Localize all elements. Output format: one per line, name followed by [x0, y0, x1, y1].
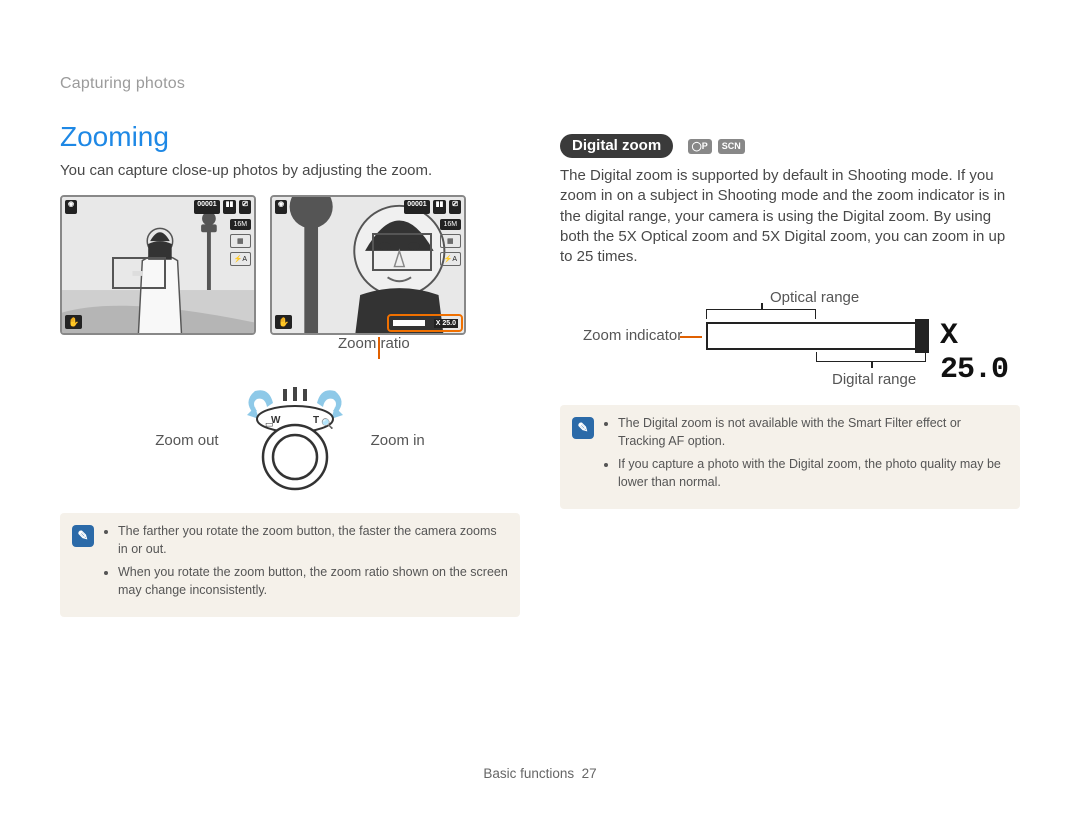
zoom-dial-icon: W T ▭ 🔍: [235, 385, 355, 495]
side-icons: 16M ▦ ⚡A: [440, 219, 461, 266]
intro-text: You can capture close-up photos by adjus…: [60, 161, 520, 181]
counter: 00001: [404, 200, 429, 214]
zoom-out-label: Zoom out: [155, 432, 218, 449]
side-icons: 16M ▦ ⚡A: [230, 219, 251, 266]
optical-range-label: Optical range: [770, 289, 859, 306]
leader-line: [680, 336, 702, 338]
dial-t-label: T: [313, 415, 319, 426]
zoom-ratio-label: Zoom ratio: [338, 335, 410, 352]
right-column: Digital zoom ◯P SCN The Digital zoom is …: [560, 75, 1020, 617]
card-icon: ⎚: [449, 200, 461, 214]
preview-screen-wide: ◉ 00001 ▮▮ ⎚ 16M ▦ ⚡A ✋: [60, 195, 256, 335]
left-column: Capturing photos Zooming You can capture…: [60, 75, 520, 617]
optical-bracket: [706, 309, 816, 319]
note-item: When you rotate the zoom button, the zoo…: [118, 564, 508, 599]
svg-text:▭: ▭: [265, 419, 274, 429]
note-icon: ✎: [572, 417, 594, 439]
digital-zoom-pill: Digital zoom: [560, 134, 673, 158]
note-item: The farther you rotate the zoom button, …: [118, 523, 508, 558]
counter: 00001: [194, 200, 219, 214]
footer-page: 27: [582, 766, 597, 781]
flash-icon: ⚡A: [440, 252, 461, 266]
battery-icon: ▮▮: [433, 200, 447, 214]
digital-bracket: [816, 352, 926, 362]
breadcrumb: Capturing photos: [60, 75, 520, 93]
zoom-indicator-label: Zoom indicator: [583, 327, 682, 344]
screen-topbar: ◉ 00001 ▮▮ ⎚: [65, 200, 251, 214]
screen-topbar: ◉ 00001 ▮▮ ⎚: [275, 200, 461, 214]
note-icon: ✎: [72, 525, 94, 547]
stabilizer-icon: ✋: [275, 315, 292, 329]
mode-chip: ◯P: [688, 139, 712, 154]
quality-icon: ▦: [230, 234, 251, 248]
note-item: The Digital zoom is not available with t…: [618, 415, 1008, 450]
zoom-ratio-highlight: X 25.0: [387, 314, 463, 332]
zoom-indicator-diagram: Optical range Zoom indicator X 25.0 Digi…: [560, 289, 1020, 399]
note-list-left: The farther you rotate the zoom button, …: [104, 523, 508, 605]
preview-screen-zoomed: ◉ 00001 ▮▮ ⎚ 16M ▦ ⚡A ✋ X 25.0: [270, 195, 466, 335]
indicator-grip: [915, 319, 929, 353]
flash-icon: ⚡A: [230, 252, 251, 266]
stabilizer-icon: ✋: [65, 315, 82, 329]
zoom-value-chip: X 25.0: [434, 319, 458, 328]
zoom-in-label: Zoom in: [371, 432, 425, 449]
camera-icon: ◉: [65, 200, 77, 214]
quality-icon: ▦: [440, 234, 461, 248]
mode-chip: SCN: [718, 139, 745, 154]
page-heading: Zooming: [60, 121, 520, 153]
focus-rect: [372, 233, 432, 271]
size-chip: 16M: [230, 219, 251, 230]
svg-text:🔍: 🔍: [321, 417, 333, 430]
preview-screens: ◉ 00001 ▮▮ ⎚ 16M ▦ ⚡A ✋: [60, 195, 520, 335]
note-list-right: The Digital zoom is not available with t…: [604, 415, 1008, 497]
digital-zoom-body: The Digital zoom is supported by default…: [560, 166, 1020, 267]
zoom-value: X 25.0: [940, 319, 1020, 387]
size-chip: 16M: [440, 219, 461, 230]
zoom-dial-diagram: Zoom out W T ▭ 🔍: [60, 385, 520, 495]
note-box-right: ✎ The Digital zoom is not available with…: [560, 405, 1020, 509]
page-footer: Basic functions 27: [0, 766, 1080, 781]
note-box-left: ✎ The farther you rotate the zoom button…: [60, 513, 520, 617]
footer-section: Basic functions: [483, 766, 574, 781]
battery-icon: ▮▮: [223, 200, 237, 214]
note-item: If you capture a photo with the Digital …: [618, 456, 1008, 491]
card-icon: ⎚: [239, 200, 251, 214]
indicator-bar: [706, 322, 924, 350]
camera-icon: ◉: [275, 200, 287, 214]
digital-range-label: Digital range: [832, 371, 916, 388]
focus-rect: [112, 257, 166, 289]
